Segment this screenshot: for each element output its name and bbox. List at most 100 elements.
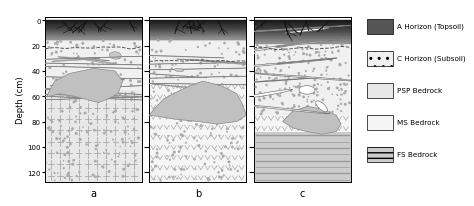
Point [270, 73, 278, 77]
Point [337, 83, 344, 87]
Point [306, 54, 314, 57]
Point [166, 76, 174, 79]
Ellipse shape [114, 62, 304, 66]
Point [197, 62, 204, 66]
Point [212, 102, 219, 105]
Bar [149, 34, 246, 35]
Point [223, 128, 231, 131]
Point [303, 100, 311, 104]
Point [105, 170, 113, 173]
Point [103, 116, 110, 119]
Point [175, 150, 183, 153]
Point [261, 49, 268, 53]
Point [336, 89, 343, 92]
Point [314, 113, 322, 116]
Bar [45, 22, 142, 23]
Point [116, 57, 123, 60]
Ellipse shape [0, 94, 251, 99]
Point [232, 51, 240, 55]
Point [305, 62, 312, 65]
Point [83, 70, 91, 73]
Point [335, 50, 342, 53]
Bar [149, 33, 246, 34]
Point [180, 168, 188, 171]
Point [316, 52, 323, 55]
Point [53, 78, 60, 82]
Ellipse shape [33, 88, 160, 96]
Point [220, 119, 228, 123]
Point [323, 67, 331, 70]
Bar [254, 44, 351, 116]
Point [205, 179, 212, 182]
Point [155, 39, 162, 43]
Point [197, 72, 204, 75]
Point [183, 107, 191, 110]
Point [309, 70, 317, 73]
Point [194, 82, 202, 85]
Point [112, 105, 119, 108]
Point [253, 78, 261, 82]
Point [211, 61, 219, 65]
Point [55, 137, 63, 141]
Point [182, 155, 190, 158]
Point [240, 52, 248, 55]
Point [284, 49, 292, 53]
Point [333, 87, 341, 90]
Point [64, 146, 71, 149]
Bar [254, 34, 351, 35]
Point [67, 41, 74, 45]
Point [120, 79, 128, 82]
Point [73, 53, 81, 56]
Point [303, 98, 311, 102]
Bar [254, 25, 351, 26]
Point [304, 107, 311, 110]
Bar [149, 24, 246, 25]
Point [136, 81, 144, 84]
Point [263, 71, 270, 75]
Point [182, 141, 190, 145]
Point [216, 175, 223, 179]
Bar [149, 31, 246, 32]
Point [152, 133, 159, 136]
Point [300, 53, 307, 56]
Point [136, 49, 144, 52]
Point [194, 100, 202, 103]
Point [208, 73, 215, 76]
Point [319, 99, 327, 102]
Point [254, 44, 261, 48]
Bar [254, 39, 351, 40]
Bar [45, 25, 142, 26]
Bar [254, 22, 351, 23]
Point [125, 137, 133, 140]
Point [318, 74, 325, 77]
Point [264, 46, 272, 49]
Point [193, 139, 201, 143]
Point [54, 43, 61, 47]
Ellipse shape [174, 69, 183, 72]
Point [73, 174, 80, 178]
Ellipse shape [9, 56, 153, 61]
Point [194, 46, 202, 49]
Point [83, 131, 91, 134]
Point [128, 142, 136, 145]
Point [184, 89, 192, 92]
Point [291, 105, 298, 109]
Point [150, 178, 158, 181]
Point [112, 110, 119, 113]
Bar [149, 30, 246, 31]
Point [258, 110, 266, 114]
Point [254, 55, 261, 58]
Point [147, 126, 155, 129]
Point [322, 57, 329, 61]
Point [336, 63, 344, 67]
Point [93, 116, 101, 119]
Point [116, 153, 123, 157]
Bar [254, 40, 351, 41]
Point [205, 82, 212, 86]
Point [72, 99, 80, 103]
Point [96, 90, 103, 93]
Point [45, 127, 52, 130]
Ellipse shape [236, 104, 329, 114]
Point [218, 83, 226, 86]
Point [256, 100, 264, 103]
